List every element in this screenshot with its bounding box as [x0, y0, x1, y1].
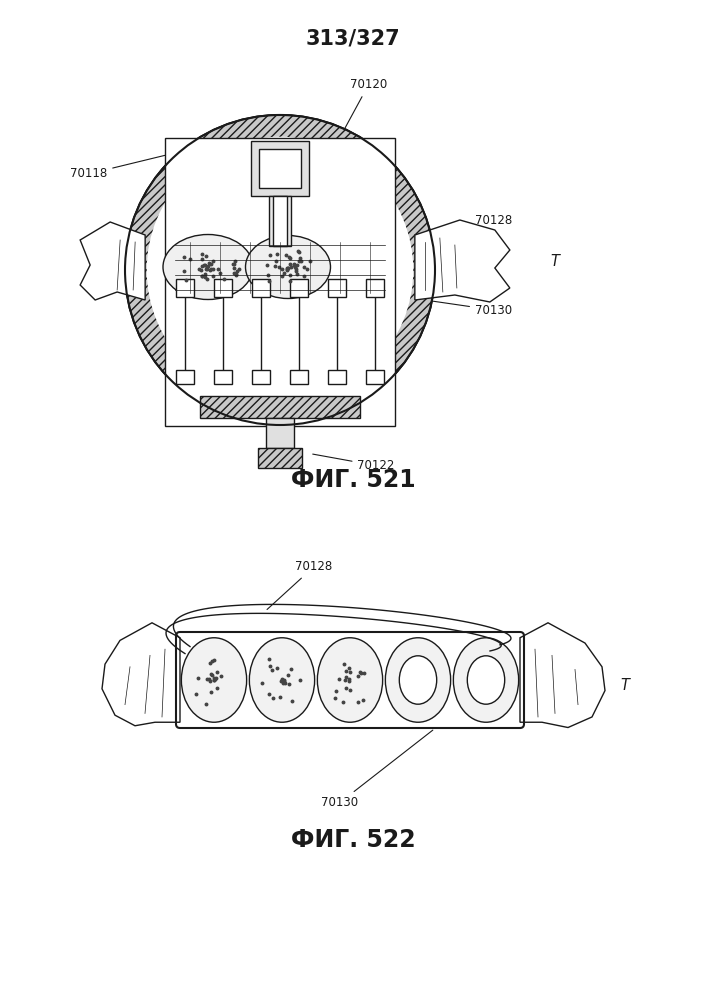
Bar — [252, 279, 270, 297]
Text: 70122: 70122 — [312, 454, 395, 472]
Bar — [366, 370, 384, 384]
Bar — [328, 279, 346, 297]
Bar — [175, 631, 525, 729]
Text: 313/327: 313/327 — [305, 28, 400, 48]
Bar — [290, 279, 308, 297]
Ellipse shape — [467, 656, 505, 704]
Ellipse shape — [385, 638, 450, 722]
Text: ФИГ. 522: ФИГ. 522 — [291, 828, 415, 852]
Bar — [258, 448, 302, 468]
Wedge shape — [125, 115, 435, 270]
Text: ФИГ. 521: ФИГ. 521 — [291, 468, 415, 492]
Bar — [214, 370, 232, 384]
Bar — [273, 196, 287, 246]
Text: 70130: 70130 — [428, 300, 512, 316]
Ellipse shape — [317, 638, 382, 722]
Bar — [214, 279, 232, 297]
Bar — [176, 370, 194, 384]
Text: T: T — [550, 254, 559, 269]
Bar — [259, 149, 301, 188]
Circle shape — [125, 115, 435, 425]
Polygon shape — [520, 623, 605, 728]
Bar — [366, 279, 384, 297]
Bar — [251, 141, 309, 196]
Ellipse shape — [182, 638, 247, 722]
Bar — [200, 396, 360, 418]
Wedge shape — [125, 270, 435, 425]
Text: 70130: 70130 — [322, 730, 433, 809]
Polygon shape — [415, 220, 510, 302]
Bar — [252, 370, 270, 384]
Bar — [269, 196, 291, 246]
Wedge shape — [146, 137, 414, 270]
Text: 70118: 70118 — [70, 154, 169, 180]
Ellipse shape — [250, 638, 315, 722]
Bar — [176, 279, 194, 297]
Bar — [290, 370, 308, 384]
Wedge shape — [146, 270, 414, 403]
Text: T: T — [620, 678, 629, 692]
Text: 70128: 70128 — [267, 560, 332, 609]
Ellipse shape — [453, 638, 519, 722]
Ellipse shape — [158, 148, 402, 392]
Ellipse shape — [245, 235, 330, 298]
Polygon shape — [80, 222, 145, 300]
Bar — [165, 138, 395, 426]
Text: 70120: 70120 — [344, 79, 387, 131]
Text: 70128: 70128 — [433, 214, 513, 244]
Ellipse shape — [163, 234, 253, 300]
Polygon shape — [102, 623, 180, 726]
Ellipse shape — [399, 656, 437, 704]
Bar — [328, 370, 346, 384]
Bar — [266, 418, 294, 448]
